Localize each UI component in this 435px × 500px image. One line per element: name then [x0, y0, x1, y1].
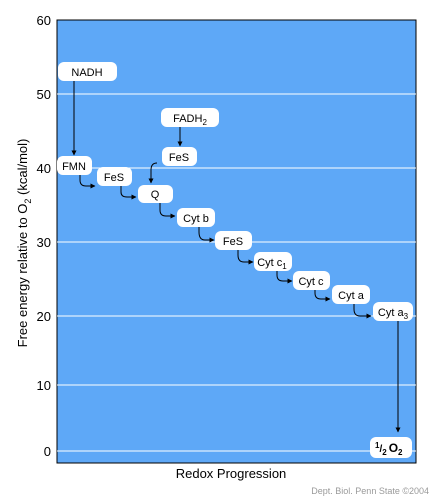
arrow-cyta-cyta3 — [353, 302, 372, 319]
y-tick-40: 40 — [37, 161, 51, 176]
carrier-q: Q — [138, 185, 173, 203]
carrier-label: FMN — [62, 161, 86, 173]
carrier-label: 1/2 O2 — [375, 441, 403, 457]
carrier-box — [373, 302, 413, 321]
arrow-fmn-fes — [79, 174, 96, 189]
y-tick-20: 20 — [37, 309, 51, 324]
credit-line: Dept. Biol. Penn State ©2004 — [311, 486, 429, 496]
carrier-cyta: Cyt a — [332, 285, 370, 304]
y-tick-30: 30 — [37, 235, 51, 250]
arrow-fes-cytc1 — [237, 248, 254, 265]
arrow-fes-q-top — [148, 162, 158, 184]
carrier-box — [332, 285, 370, 304]
carrier-box — [138, 185, 173, 203]
carrier-fadh2: FADH2 — [161, 108, 219, 127]
arrow-cytc-cyta — [314, 288, 331, 302]
carrier-box — [161, 108, 219, 127]
carrier-label: FADH2 — [173, 113, 207, 127]
carrier-label: NADH — [71, 67, 102, 79]
y-tick-0: 0 — [44, 444, 51, 459]
electron-flow-arrows — [71, 81, 401, 433]
carrier-label: Q — [151, 189, 160, 201]
carrier-label: Cyt c — [298, 276, 324, 288]
carrier-fes-complex2: FeS — [162, 147, 197, 166]
carrier-cytc1: Cyt c1 — [254, 252, 292, 271]
carrier-fmn: FMN — [57, 156, 92, 175]
carrier-label: Cyt a3 — [378, 307, 409, 321]
carrier-label: FeS — [223, 236, 243, 248]
carrier-box — [370, 437, 412, 458]
carrier-box — [58, 62, 117, 81]
y-tick-60: 60 — [37, 13, 51, 28]
carrier-box — [57, 156, 92, 175]
carrier-nadh: NADH — [58, 62, 117, 81]
carrier-cytb: Cyt b — [177, 208, 215, 227]
carrier-cytc: Cyt c — [293, 271, 330, 290]
carrier-box — [177, 208, 215, 227]
y-tick-10: 10 — [37, 378, 51, 393]
carrier-label: FeS — [169, 152, 189, 164]
carrier-label: Cyt c1 — [257, 257, 287, 271]
carrier-fes-complex1: FeS — [97, 167, 132, 186]
carrier-label: FeS — [104, 172, 124, 184]
carrier-box — [162, 147, 197, 166]
carrier-label: Cyt a — [338, 290, 365, 302]
carrier-box — [97, 167, 132, 186]
carrier-box — [215, 231, 252, 250]
carrier-box — [254, 252, 292, 271]
carrier-label: Cyt b — [183, 213, 209, 225]
y-tick-50: 50 — [37, 87, 51, 102]
arrow-cytc1-cytc — [276, 269, 293, 284]
carrier-half-o2: 1/2 O2 — [370, 437, 412, 458]
arrow-cytb-fes — [198, 225, 215, 243]
carrier-cyta3: Cyt a3 — [373, 302, 413, 321]
arrow-q-cytb — [159, 201, 176, 219]
arrow-fes-q — [120, 186, 137, 200]
carrier-fes-complex3: FeS — [215, 231, 252, 250]
y-tick-labels: 60 50 40 30 20 10 0 — [37, 13, 51, 459]
y-axis-title: Free energy relative to O2 (kcal/mol) — [15, 139, 33, 348]
carrier-box — [293, 271, 330, 290]
x-axis-title: Redox Progression — [176, 466, 287, 481]
